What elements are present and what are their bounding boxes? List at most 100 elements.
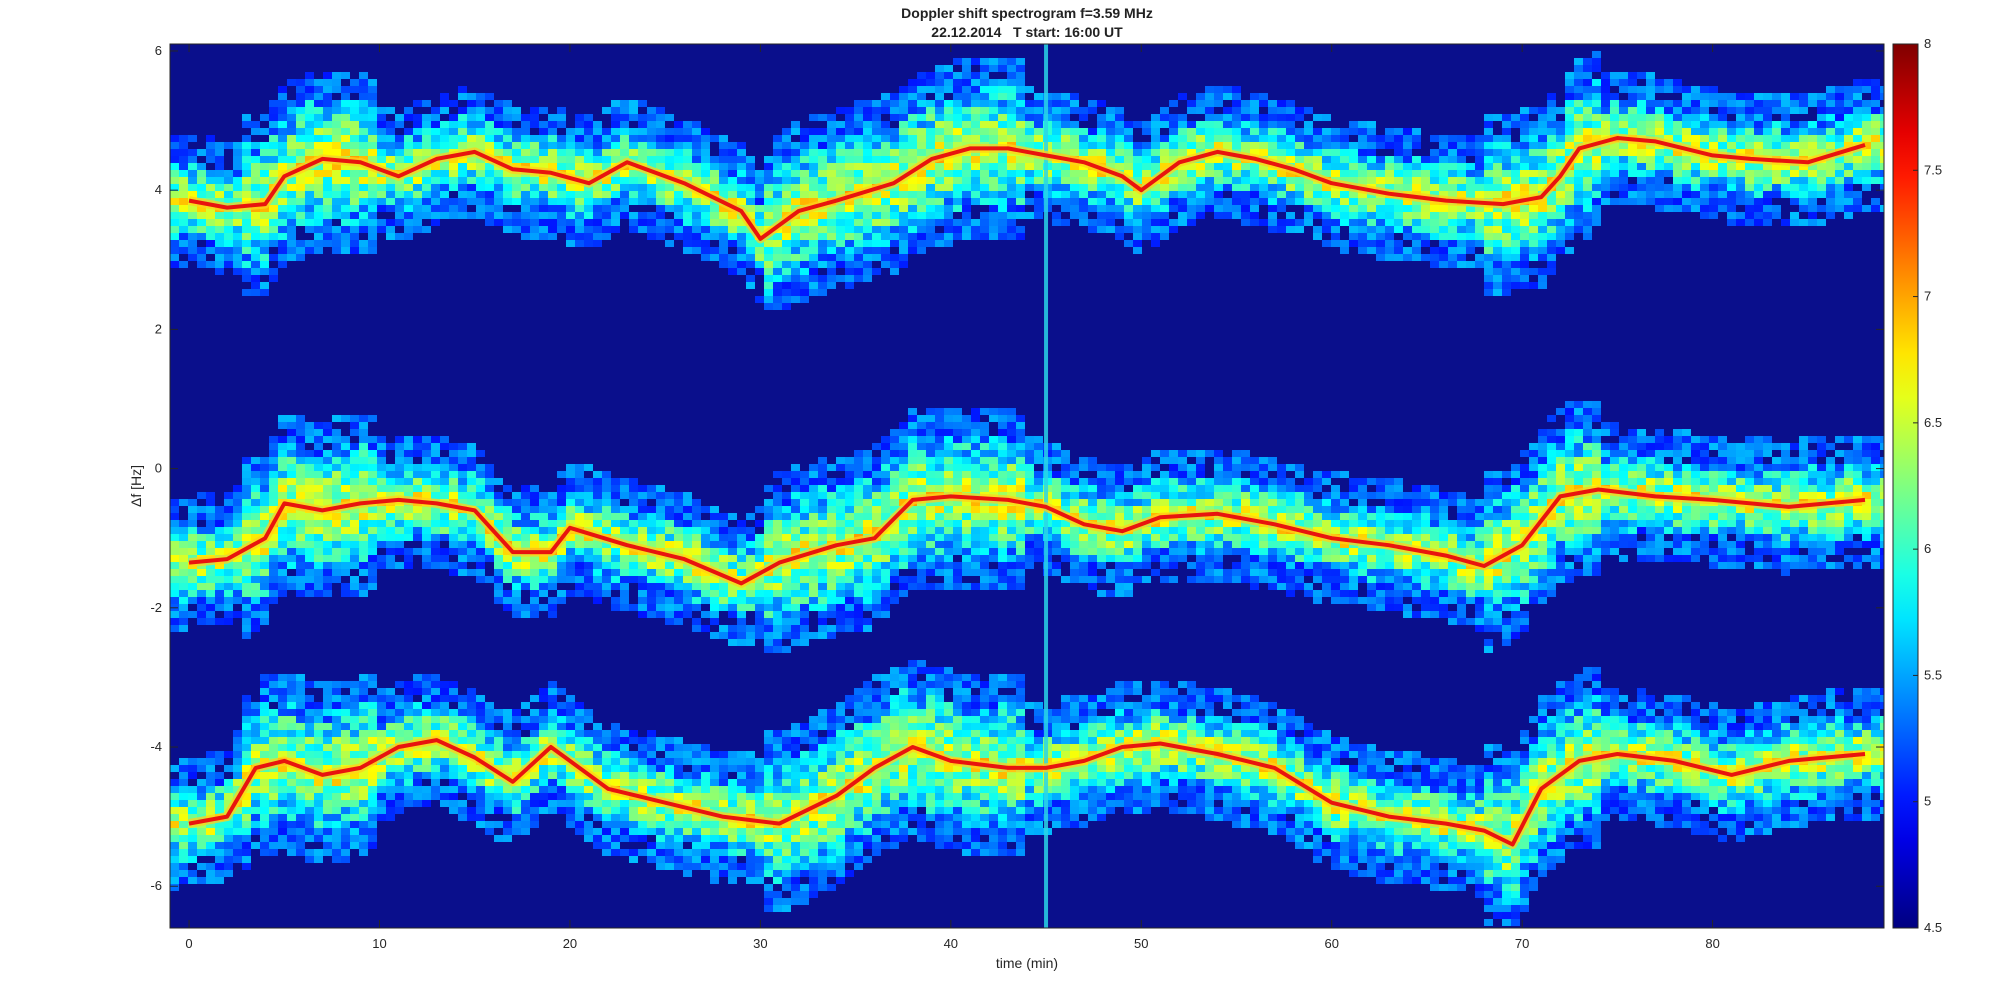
heat-cell [755,247,764,254]
heat-cell [278,576,287,583]
heat-cell [872,695,881,702]
heat-cell [728,156,737,163]
heat-cell [233,142,242,149]
heat-cell [791,471,800,478]
heat-cell [386,737,395,744]
heat-cell [629,800,638,807]
heat-cell [539,555,548,562]
heat-cell [818,156,827,163]
heat-cell [323,849,332,856]
heat-cell [764,289,773,296]
heat-cell [179,786,188,793]
heat-cell [494,730,503,737]
heat-cell [359,849,368,856]
heat-cell [251,471,260,478]
heat-cell [863,562,872,569]
heat-cell [593,233,602,240]
heat-cell [170,597,179,604]
heat-cell [719,562,728,569]
heat-cell [269,492,278,499]
heat-cell [710,170,719,177]
heat-cell [296,576,305,583]
heat-cell [764,485,773,492]
heat-cell [341,758,350,765]
heat-cell [656,226,665,233]
heat-cell [341,779,350,786]
heat-cell [485,786,494,793]
heat-cell [476,534,485,541]
heat-cell [701,786,710,793]
heat-cell [854,569,863,576]
heat-cell [368,674,377,681]
heat-cell [629,520,638,527]
heat-cell [314,233,323,240]
heat-cell [521,520,530,527]
heat-cell [773,541,782,548]
heat-cell [764,177,773,184]
heat-cell [260,226,269,233]
heat-cell [881,730,890,737]
heat-cell [836,247,845,254]
heat-cell [836,716,845,723]
heat-cell [548,534,557,541]
heat-cell [530,163,539,170]
heat-cell [827,590,836,597]
heat-cell [458,772,467,779]
heat-cell [188,842,197,849]
heat-cell [557,800,566,807]
heat-cell [755,177,764,184]
heat-cell [449,534,458,541]
heat-cell [791,723,800,730]
heat-cell [872,674,881,681]
heat-cell [404,555,413,562]
heat-cell [773,842,782,849]
heat-cell [467,485,476,492]
heat-cell [422,555,431,562]
heat-cell [521,576,530,583]
heat-cell [557,562,566,569]
heat-cell [368,821,377,828]
heat-cell [377,198,386,205]
heat-cell [800,737,809,744]
heat-cell [296,723,305,730]
heat-cell [296,415,305,422]
heat-cell [557,212,566,219]
heat-cell [548,604,557,611]
heat-cell [683,751,692,758]
heat-cell [260,492,269,499]
heat-cell [431,457,440,464]
heat-cell [818,254,827,261]
heat-cell [332,527,341,534]
heat-cell [701,184,710,191]
heat-cell [629,506,638,513]
heat-cell [728,240,737,247]
heat-cell [377,527,386,534]
heat-cell [215,233,224,240]
heat-cell [845,527,854,534]
heat-cell [791,121,800,128]
heat-cell [584,478,593,485]
heat-cell [836,261,845,268]
heat-cell [557,191,566,198]
heat-cell [845,828,854,835]
heat-cell [242,457,251,464]
heat-cell [665,821,674,828]
heat-cell [260,219,269,226]
heat-cell [656,583,665,590]
heat-cell [746,639,755,646]
heat-cell [179,611,188,618]
heat-cell [332,184,341,191]
heat-cell [584,135,593,142]
heat-cell [800,828,809,835]
heat-cell [683,597,692,604]
heat-cell [611,814,620,821]
heat-cell [593,492,602,499]
heat-cell [449,758,458,765]
heat-cell [701,541,710,548]
heat-cell [386,464,395,471]
heat-cell [431,114,440,121]
heat-cell [782,604,791,611]
heat-cell [449,716,458,723]
heat-cell [422,548,431,555]
heat-cell [278,548,287,555]
